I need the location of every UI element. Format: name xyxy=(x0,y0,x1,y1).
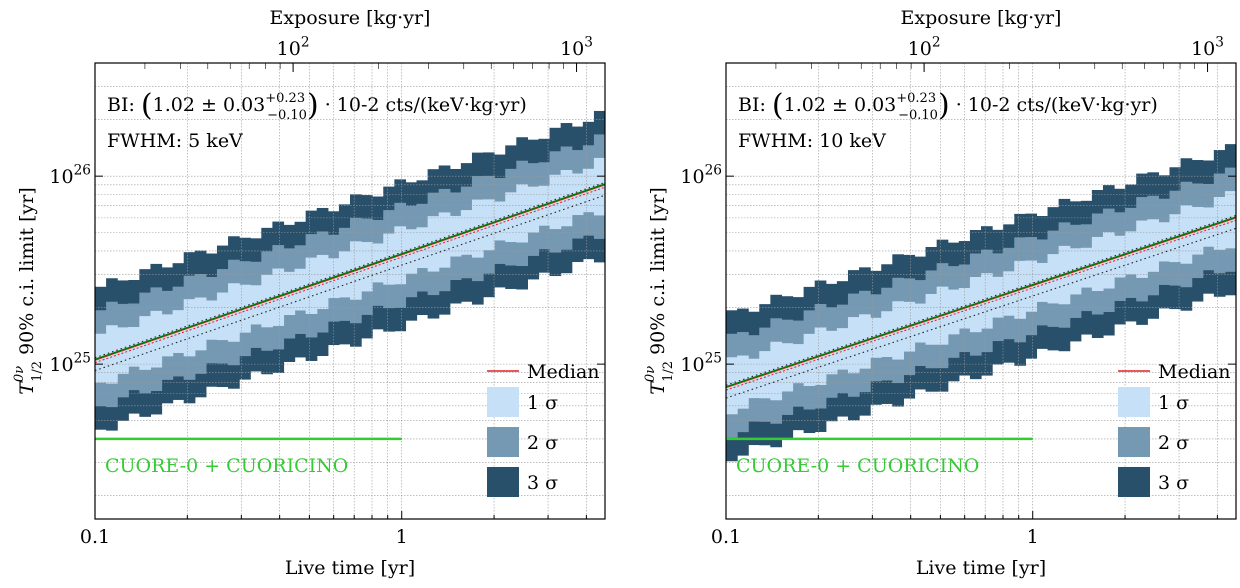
y-axis-label: T0ν 1/2 90% c.i. limit [yr] xyxy=(643,187,676,395)
top-tick-label: 103 xyxy=(1191,34,1224,60)
top-axis-label: Exposure [kg·yr] xyxy=(901,7,1062,29)
y-tick-label: 1026 xyxy=(49,163,91,189)
x-tick-label: 1 xyxy=(1027,526,1039,548)
bi-annotation: BI: (1.02 ± 0.03+0.23 −0.10) · 10-2 cts/(… xyxy=(107,88,527,123)
legend-sigma3-swatch xyxy=(487,467,519,497)
plot-content: CUORE-0 + CUORICINO xyxy=(726,63,1236,519)
median-dashed xyxy=(95,186,605,364)
cuore-label: CUORE-0 + CUORICINO xyxy=(736,455,979,477)
median-dashed xyxy=(726,219,1236,391)
x-tick-label: 1 xyxy=(396,526,408,548)
y-tick-label: 1026 xyxy=(680,163,722,189)
x-axis-label: Live time [yr] xyxy=(916,557,1046,579)
legend-median-label: Median xyxy=(1158,361,1231,383)
legend-median-label: Median xyxy=(527,361,600,383)
top-axis-label: Exposure [kg·yr] xyxy=(270,7,431,29)
cuore-label: CUORE-0 + CUORICINO xyxy=(105,455,348,477)
legend-sigma1-swatch xyxy=(1118,387,1150,417)
legend-sigma3-label: 3 σ xyxy=(527,472,558,494)
bi-annotation: BI: (1.02 ± 0.03+0.23 −0.10) · 10-2 cts/(… xyxy=(738,88,1158,123)
y-tick-label: 1025 xyxy=(680,351,722,377)
legend-sigma3-label: 3 σ xyxy=(1158,472,1189,494)
legend-sigma1-label: 1 σ xyxy=(527,392,558,414)
x-tick-label: 0.1 xyxy=(711,526,741,548)
legend-sigma3-swatch xyxy=(1118,467,1150,497)
median-line xyxy=(95,184,605,361)
y-axis-label: T0ν 1/2 90% c.i. limit [yr] xyxy=(12,187,45,395)
y-tick-label: 1025 xyxy=(49,351,91,377)
legend-sigma2-swatch xyxy=(487,427,519,457)
plot-frame xyxy=(94,62,606,520)
fwhm-annotation: FWHM: 5 keV xyxy=(107,130,243,152)
legend-sigma2-label: 2 σ xyxy=(527,432,558,454)
fit-line xyxy=(95,183,605,360)
top-tick-label: 102 xyxy=(277,34,310,60)
chart-panel-1: CUORE-0 + CUORICINO BI: (1.02 ± 0.03+0.23… xyxy=(12,7,606,579)
chart-panel-2: CUORE-0 + CUORICINO BI: (1.02 ± 0.03+0.23… xyxy=(643,7,1237,579)
legend-sigma1-label: 1 σ xyxy=(1158,392,1189,414)
legend-sigma1-swatch xyxy=(487,387,519,417)
fwhm-annotation: FWHM: 10 keV xyxy=(738,130,886,152)
top-tick-label: 102 xyxy=(908,34,941,60)
plot-frame xyxy=(725,62,1237,520)
median-line xyxy=(726,217,1236,389)
fit-line xyxy=(726,216,1236,388)
plot-content: CUORE-0 + CUORICINO xyxy=(95,63,605,519)
axis-ticks xyxy=(94,63,605,519)
legend-sigma2-label: 2 σ xyxy=(1158,432,1189,454)
legend-sigma2-swatch xyxy=(1118,427,1150,457)
x-axis-label: Live time [yr] xyxy=(285,557,415,579)
top-tick-label: 103 xyxy=(560,34,593,60)
x-tick-label: 0.1 xyxy=(80,526,110,548)
axis-ticks xyxy=(725,63,1236,519)
